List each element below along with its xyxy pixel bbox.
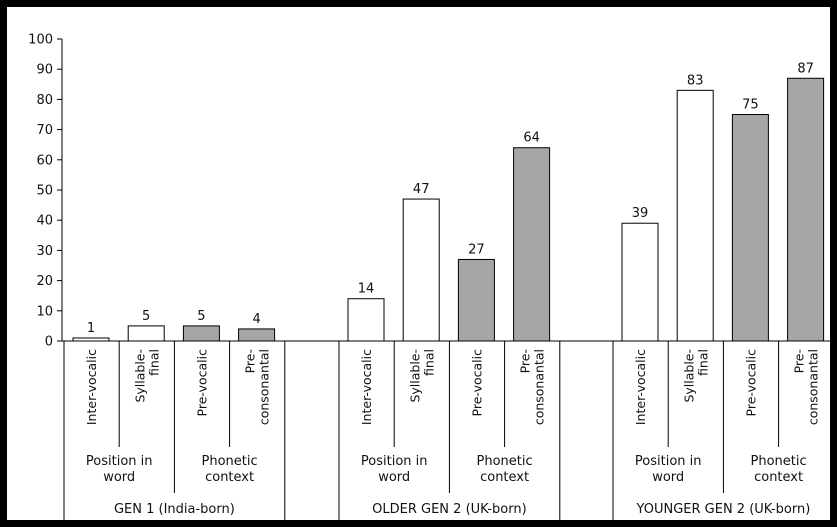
y-tick-label: 30 [36, 244, 53, 259]
category-label: consonantal [532, 349, 547, 425]
group-label: OLDER GEN 2 (UK-born) [372, 502, 526, 517]
bar [457, 258, 495, 342]
bar-chart: 0 10 20 30 40 50 60 70 80 90 100 1 Inter-vocalic 5 Syl… [28, 33, 830, 520]
bar [127, 325, 165, 342]
category-label: final [421, 349, 436, 376]
bar [621, 222, 659, 342]
category-label: Inter-vocalic [84, 349, 99, 425]
subgroup-label: Phonetic [751, 454, 807, 469]
bar-value-label: 64 [523, 131, 540, 146]
category-label: consonantal [806, 349, 821, 425]
category-label: consonantal [257, 349, 272, 425]
y-tick-label: 40 [36, 214, 53, 229]
y-tick-label: 80 [36, 93, 53, 108]
category-label: Pre-vocalic [470, 349, 485, 417]
bar [676, 89, 714, 342]
subgroup-label: word [378, 470, 410, 485]
chart-frame: 0 10 20 30 40 50 60 70 80 90 100 1 Inter-vocalic 5 Syl… [7, 7, 830, 520]
bar-value-label: 75 [742, 98, 759, 113]
subgroup-label: Position in [635, 454, 702, 469]
category-label: Pre- [518, 349, 533, 373]
y-tick-label: 10 [36, 304, 53, 319]
y-tick-label: 50 [36, 184, 53, 199]
bar-value-label: 87 [797, 61, 814, 76]
bar-value-label: 27 [468, 242, 485, 257]
bar [238, 328, 276, 342]
category-label: Inter-vocalic [359, 349, 374, 425]
category-label: Pre-vocalic [195, 349, 210, 417]
category-label: Pre-vocalic [744, 349, 759, 417]
category-label: Syllable- [407, 349, 422, 403]
category-label: Pre- [792, 349, 807, 373]
subgroup-label: word [652, 470, 684, 485]
bar [347, 298, 385, 342]
category-label: Syllable- [132, 349, 147, 403]
bar-value-label: 14 [358, 282, 375, 297]
bar-value-label: 83 [687, 73, 704, 88]
bar-value-label: 1 [87, 321, 95, 336]
y-tick-label: 90 [36, 63, 53, 78]
subgroup-label: Position in [361, 454, 428, 469]
category-label: Inter-vocalic [633, 349, 648, 425]
bar-value-label: 5 [142, 309, 150, 324]
bar-value-label: 4 [252, 312, 260, 327]
bar [787, 77, 825, 342]
category-label: Pre- [243, 349, 258, 373]
y-tick-label: 60 [36, 153, 53, 168]
subgroup-label: context [480, 470, 529, 485]
category-label: final [146, 349, 161, 376]
y-tick-label: 70 [36, 123, 53, 138]
category-label: final [695, 349, 710, 376]
y-tick-label: 20 [36, 274, 53, 289]
bar [402, 198, 440, 342]
group-label: GEN 1 (India-born) [114, 502, 235, 517]
y-tick-label: 0 [45, 335, 53, 350]
bar [513, 147, 551, 342]
bar [72, 337, 110, 342]
y-tick-label: 100 [28, 33, 53, 48]
subgroup-label: context [754, 470, 803, 485]
subgroup-label: Position in [86, 454, 153, 469]
group-label: YOUNGER GEN 2 (UK-born) [636, 502, 811, 517]
subgroup-label: Phonetic [477, 454, 533, 469]
subgroup-label: word [103, 470, 135, 485]
bar-value-label: 39 [632, 206, 649, 221]
bar-value-label: 5 [197, 309, 205, 324]
subgroup-label: context [205, 470, 254, 485]
category-label: Syllable- [681, 349, 696, 403]
bar [182, 325, 220, 342]
subgroup-label: Phonetic [202, 454, 258, 469]
bar [731, 114, 769, 342]
bar-value-label: 47 [413, 182, 430, 197]
